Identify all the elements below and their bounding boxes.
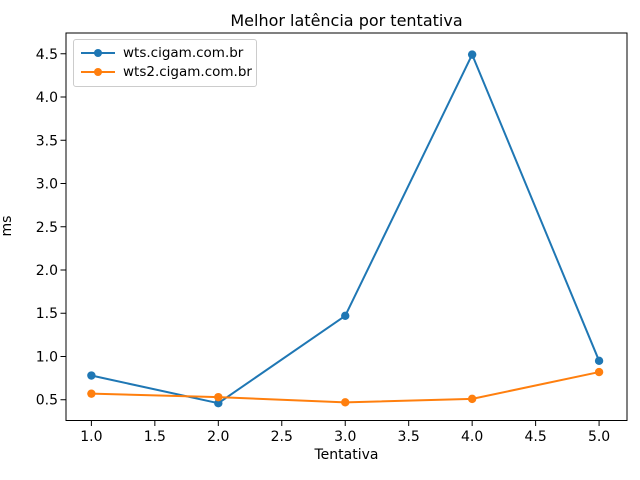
x-tick-label: 3.0 [334, 429, 356, 445]
chart-title: Melhor latência por tentativa [230, 11, 463, 30]
legend-label: wts.cigam.com.br [123, 45, 244, 61]
legend: wts.cigam.com.br wts2.cigam.com.br [73, 39, 257, 87]
y-tick-label: 1.0 [36, 349, 58, 365]
y-tick-label: 1.5 [36, 306, 58, 322]
y-tick-label: 3.0 [36, 177, 58, 193]
data-point-marker-0 [87, 371, 96, 380]
x-tick-label: 2.0 [207, 429, 229, 445]
data-point-marker-0 [594, 356, 604, 366]
x-tick-label: 1.0 [80, 429, 102, 445]
legend-marker-icon [94, 68, 102, 76]
legend-label: wts2.cigam.com.br [123, 64, 252, 80]
y-tick-label: 2.5 [36, 220, 58, 236]
legend-item-series-1: wts2.cigam.com.br [81, 63, 252, 81]
data-point-marker-0 [467, 50, 477, 59]
series-line-0 [90, 53, 601, 405]
data-point-marker-0 [214, 399, 223, 408]
legend-line-sample [81, 67, 115, 77]
legend-item-series-0: wts.cigam.com.br [81, 44, 248, 62]
y-tick-label: 0.5 [36, 393, 58, 409]
y-axis-label: ms [0, 215, 15, 237]
series-line-1 [90, 371, 601, 404]
axes-spines [65, 32, 628, 421]
data-point-marker-1 [214, 392, 223, 402]
legend-line-sample [81, 48, 115, 58]
y-tick-label: 3.5 [36, 133, 58, 149]
data-point-marker-1 [341, 398, 350, 407]
x-tick-label: 3.5 [398, 429, 420, 445]
data-point-marker-1 [594, 367, 604, 377]
y-tick-label: 2.0 [36, 263, 58, 279]
x-tick-label: 4.0 [461, 429, 483, 445]
x-tick-label: 4.5 [524, 429, 546, 445]
x-axis-label: Tentativa [314, 447, 379, 463]
data-point-marker-0 [341, 311, 350, 321]
x-tick-label: 1.5 [144, 429, 166, 445]
y-tick-label: 4.5 [36, 47, 58, 63]
data-point-marker-1 [87, 389, 96, 398]
data-point-marker-1 [467, 394, 477, 404]
x-tick-label: 2.5 [271, 429, 293, 445]
legend-marker-icon [94, 49, 102, 57]
y-tick-label: 4.0 [36, 90, 58, 106]
x-tick-label: 5.0 [588, 429, 610, 445]
